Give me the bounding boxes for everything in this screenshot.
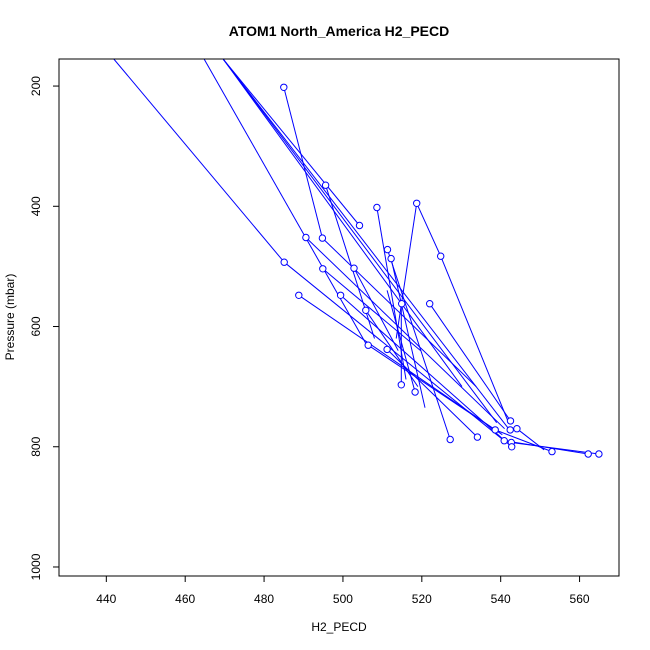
series-segment	[283, 87, 323, 239]
series-segment	[222, 59, 360, 226]
x-tick-label: 560	[570, 592, 590, 606]
data-point	[383, 345, 391, 354]
data-point	[373, 203, 381, 212]
data-point	[280, 258, 288, 266]
y-axis: 200 400 600 800 1000	[29, 76, 60, 580]
chart-title: ATOM1 North_America H2_PECD	[229, 23, 449, 39]
series-segment	[113, 59, 285, 263]
series-segment	[390, 258, 426, 408]
data-point	[506, 417, 515, 425]
y-tick-label: 600	[29, 316, 43, 336]
x-tick-label: 440	[96, 592, 116, 606]
series-segment	[353, 267, 399, 351]
series-segment	[511, 442, 599, 455]
series-lines	[113, 59, 599, 455]
data-point	[362, 306, 370, 314]
data-point	[584, 450, 592, 458]
data-point	[500, 437, 508, 445]
data-point	[437, 252, 445, 260]
data-point	[548, 447, 556, 456]
data-point	[426, 300, 434, 308]
series-segment	[516, 428, 545, 451]
series-segment	[305, 237, 505, 430]
data-point	[508, 443, 516, 451]
series-segment	[222, 59, 498, 424]
x-tick-label: 480	[254, 592, 274, 606]
series-segment	[395, 203, 418, 339]
data-point	[295, 291, 303, 299]
x-tick-label: 540	[491, 592, 511, 606]
series-segment	[222, 59, 463, 387]
data-point	[473, 433, 482, 441]
series-segment	[386, 290, 416, 393]
series-segment	[387, 249, 451, 440]
y-axis-label: Pressure (mbar)	[3, 274, 17, 361]
plot-frame	[58, 58, 620, 577]
data-point	[319, 265, 327, 273]
series-segment	[386, 349, 478, 438]
series-segment	[367, 344, 496, 431]
x-axis-label: H2_PECD	[311, 620, 367, 634]
data-point	[513, 425, 521, 433]
series-segment	[322, 237, 477, 387]
series-segment	[429, 303, 511, 422]
data-point	[387, 254, 395, 263]
data-point	[355, 221, 364, 230]
data-point	[364, 341, 372, 349]
y-tick-label: 800	[29, 436, 43, 456]
x-axis: 440 460 480 500 520 540 560	[96, 575, 590, 606]
data-point	[411, 388, 419, 396]
series-segment	[203, 59, 367, 344]
data-point	[595, 450, 603, 458]
y-tick-label: 200	[29, 76, 43, 96]
series-segment	[416, 203, 442, 257]
y-tick-label: 1000	[29, 553, 43, 580]
data-point	[321, 181, 330, 189]
x-tick-label: 520	[412, 592, 432, 606]
data-point	[302, 233, 310, 242]
data-point	[383, 245, 392, 254]
data-point	[280, 83, 288, 92]
series-segment	[222, 59, 509, 430]
series-segment	[322, 268, 421, 351]
data-point	[491, 426, 499, 434]
series-points	[280, 83, 603, 458]
series-segment	[365, 310, 419, 387]
data-point	[413, 199, 421, 208]
data-point	[318, 234, 327, 242]
data-point	[398, 300, 406, 308]
data-point	[397, 381, 405, 389]
data-point	[350, 264, 358, 272]
x-tick-label: 500	[333, 592, 353, 606]
y-tick-label: 400	[29, 196, 43, 216]
data-point	[506, 426, 514, 434]
series-segment	[440, 256, 510, 423]
data-point	[446, 435, 454, 444]
data-point	[336, 291, 345, 299]
x-tick-label: 460	[175, 592, 195, 606]
